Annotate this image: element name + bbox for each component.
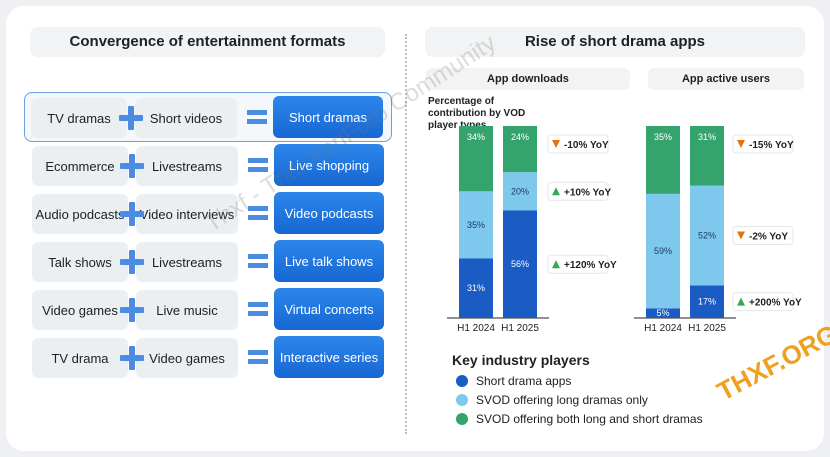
yoy-badge bbox=[732, 134, 794, 154]
format-a: Video games bbox=[32, 290, 128, 330]
data-label: 56% bbox=[511, 259, 529, 269]
convergence-row: Audio podcasts Video interviews Video podc… bbox=[28, 190, 386, 236]
yoy-label: -2% YoY bbox=[749, 231, 788, 242]
format-b: Livestreams bbox=[136, 146, 238, 186]
left-panel-title: Convergence of entertainment formats bbox=[30, 27, 385, 57]
format-a: Talk shows bbox=[32, 242, 128, 282]
convergence-row: TV drama Video games Interactive series bbox=[28, 334, 386, 380]
format-a: TV drama bbox=[32, 338, 128, 378]
x-tick-label: H1 2025 bbox=[501, 323, 539, 334]
data-label: 24% bbox=[511, 132, 529, 142]
legend-item-svod-long: SVOD offering long dramas only bbox=[456, 393, 648, 407]
data-label: 5% bbox=[656, 308, 669, 318]
bar-segment bbox=[690, 126, 724, 186]
result-format: Short dramas bbox=[273, 96, 383, 138]
bar-segment bbox=[503, 210, 537, 318]
up-arrow-icon bbox=[552, 187, 560, 196]
format-b: Video interviews bbox=[136, 194, 238, 234]
convergence-row: Video games Live music Virtual concerts bbox=[28, 286, 386, 332]
bar-segment bbox=[459, 126, 493, 192]
legend-item-short-drama: Short drama apps bbox=[456, 374, 571, 388]
plus-icon bbox=[119, 106, 143, 130]
result-format: Live talk shows bbox=[274, 240, 384, 282]
yoy-label: -15% YoY bbox=[749, 140, 794, 151]
equals-icon bbox=[248, 204, 268, 222]
data-label: 17% bbox=[698, 297, 716, 307]
bar-segment bbox=[646, 193, 680, 309]
plus-icon bbox=[120, 202, 144, 226]
legend-label: SVOD offering long dramas only bbox=[476, 393, 648, 407]
convergence-row: TV dramas Short videos Short dramas bbox=[24, 92, 392, 142]
up-arrow-icon bbox=[552, 260, 560, 269]
data-label: 31% bbox=[698, 132, 716, 142]
up-arrow-icon bbox=[737, 297, 745, 306]
panel-divider bbox=[405, 34, 407, 434]
convergence-row: Ecommerce Livestreams Live shopping bbox=[28, 142, 386, 188]
data-label: 59% bbox=[654, 246, 672, 256]
yoy-label: +120% YoY bbox=[564, 260, 617, 271]
data-label: 35% bbox=[467, 220, 485, 230]
active-users-header: App active users bbox=[648, 68, 804, 90]
yoy-label: +10% YoY bbox=[564, 187, 611, 198]
yoy-badge bbox=[547, 134, 609, 154]
convergence-row: Talk shows Livestreams Live talk shows bbox=[28, 238, 386, 284]
plus-icon bbox=[120, 298, 144, 322]
x-tick-label: H1 2024 bbox=[457, 323, 495, 334]
x-tick-label: H1 2024 bbox=[644, 323, 682, 334]
yoy-badge bbox=[732, 292, 794, 312]
legend-item-svod-both: SVOD offering both long and short dramas bbox=[456, 412, 703, 426]
format-a: TV dramas bbox=[31, 98, 127, 138]
yoy-badge bbox=[547, 181, 609, 201]
result-format: Video podcasts bbox=[274, 192, 384, 234]
legend-label: SVOD offering both long and short dramas bbox=[476, 412, 703, 426]
chart-subtitle: Percentage of contribution by VOD player… bbox=[428, 96, 526, 131]
equals-icon bbox=[248, 348, 268, 366]
bar-segment bbox=[646, 126, 680, 194]
bar-segment bbox=[646, 308, 680, 318]
equals-icon bbox=[248, 156, 268, 174]
legend-swatch bbox=[456, 375, 468, 387]
format-b: Short videos bbox=[135, 98, 237, 138]
bar-segment bbox=[459, 191, 493, 259]
data-label: 31% bbox=[467, 283, 485, 293]
data-label: 34% bbox=[467, 132, 485, 142]
data-label: 35% bbox=[654, 132, 672, 142]
bar-segment bbox=[459, 258, 493, 318]
plus-icon bbox=[120, 346, 144, 370]
bar-segment bbox=[503, 172, 537, 211]
legend-swatch bbox=[456, 413, 468, 425]
yoy-label: -10% YoY bbox=[564, 140, 609, 151]
x-tick-label: H1 2025 bbox=[688, 323, 726, 334]
result-format: Interactive series bbox=[274, 336, 384, 378]
down-arrow-icon bbox=[552, 140, 560, 148]
result-format: Virtual concerts bbox=[274, 288, 384, 330]
equals-icon bbox=[248, 252, 268, 270]
legend-swatch bbox=[456, 394, 468, 406]
plus-icon bbox=[120, 250, 144, 274]
format-b: Livestreams bbox=[136, 242, 238, 282]
down-arrow-icon bbox=[737, 140, 745, 148]
legend-label: Short drama apps bbox=[476, 374, 572, 388]
format-a: Ecommerce bbox=[32, 146, 128, 186]
downloads-header: App downloads bbox=[426, 68, 630, 90]
yoy-badge bbox=[732, 225, 794, 245]
bar-segment bbox=[503, 126, 537, 173]
down-arrow-icon bbox=[737, 231, 745, 240]
plus-icon bbox=[120, 154, 144, 178]
yoy-badge bbox=[547, 254, 609, 274]
format-a: Audio podcasts bbox=[32, 194, 128, 234]
data-label: 52% bbox=[698, 230, 716, 240]
data-label: 20% bbox=[511, 186, 529, 196]
format-b: Live music bbox=[136, 290, 238, 330]
legend-title: Key industry players bbox=[452, 352, 590, 368]
bar-segment bbox=[690, 285, 724, 318]
right-panel-title: Rise of short drama apps bbox=[425, 27, 805, 57]
format-b: Video games bbox=[136, 338, 238, 378]
result-format: Live shopping bbox=[274, 144, 384, 186]
equals-icon bbox=[247, 108, 267, 126]
equals-icon bbox=[248, 300, 268, 318]
yoy-label: +200% YoY bbox=[749, 298, 802, 309]
bar-segment bbox=[690, 185, 724, 286]
